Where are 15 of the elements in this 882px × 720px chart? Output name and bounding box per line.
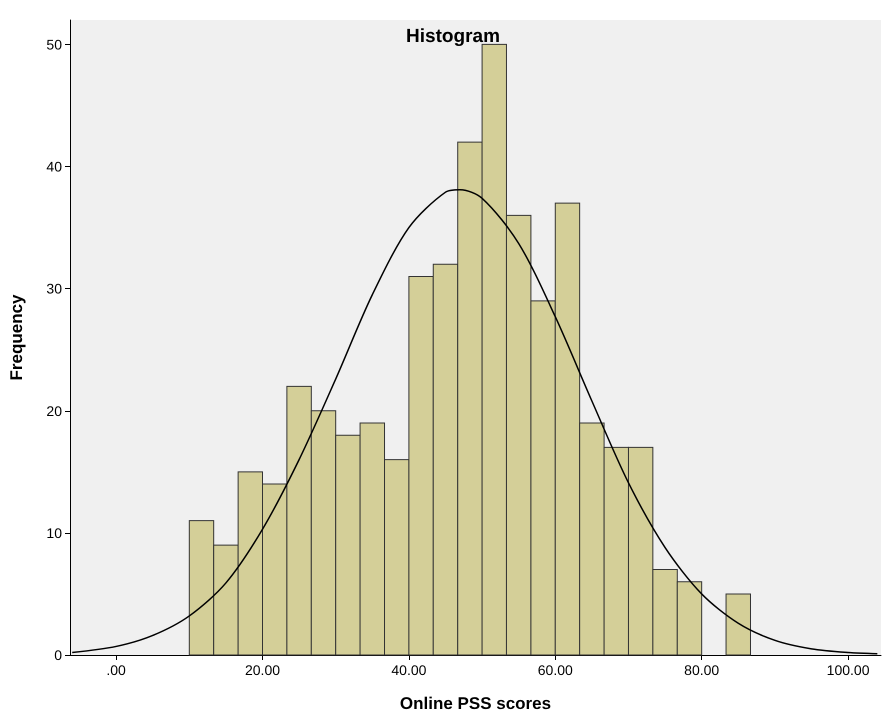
y-tick-label: 50 <box>46 36 62 52</box>
x-tick-label: .00 <box>106 662 126 678</box>
y-tick-label: 10 <box>46 524 62 541</box>
x-tick-label: 20.00 <box>244 662 280 678</box>
x-tick-label: 60.00 <box>538 662 574 678</box>
y-axis-title: Frequency <box>7 294 26 380</box>
y-tick-label: 0 <box>54 647 62 663</box>
chart-title: Histogram <box>406 26 500 47</box>
x-axis-title: Online PSS scores <box>400 694 552 713</box>
x-tick-label: 100.00 <box>826 662 870 678</box>
y-tick-label: 40 <box>46 158 62 175</box>
y-tick-label: 30 <box>46 280 62 297</box>
x-tick-label: 80.00 <box>684 662 720 678</box>
y-tick-label: 20 <box>46 402 62 419</box>
x-tick-label: 40.00 <box>391 662 427 678</box>
